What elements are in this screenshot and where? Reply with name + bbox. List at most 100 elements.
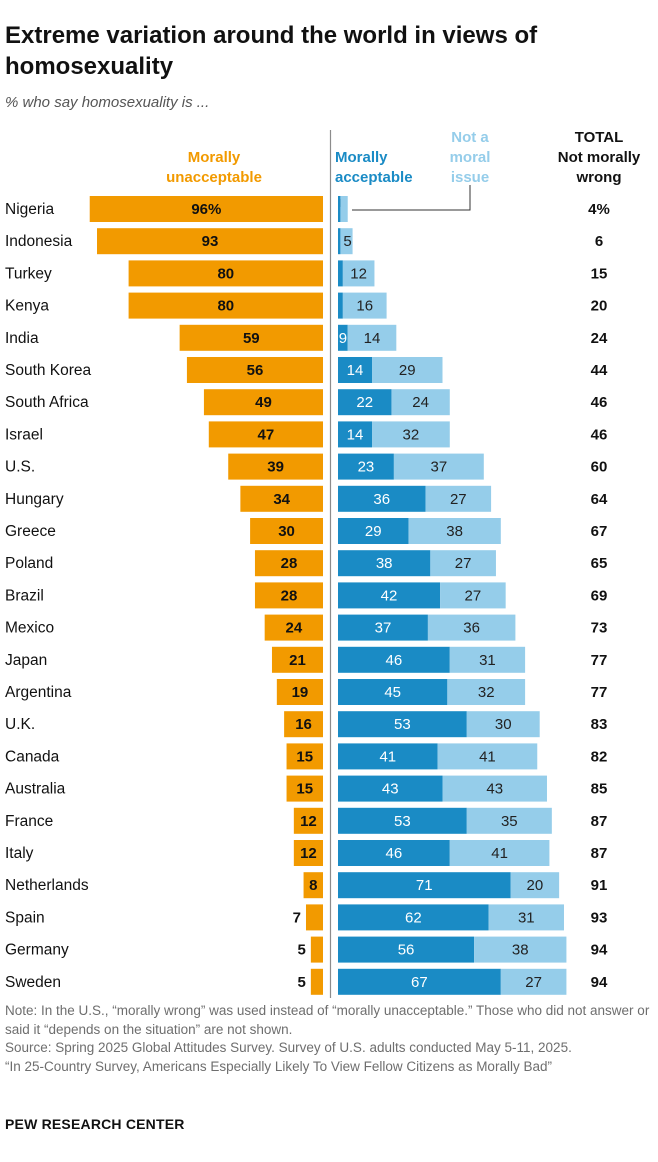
value-label-not-moral: 30 <box>495 716 512 733</box>
bar-acceptable <box>338 421 373 448</box>
value-label-acceptable: 41 <box>379 748 396 765</box>
bar-not-moral <box>393 453 484 480</box>
bar-unacceptable <box>128 260 323 287</box>
country-label: Argentina <box>5 684 72 701</box>
total-label: 85 <box>591 781 608 798</box>
value-label-not-moral: 36 <box>463 620 480 637</box>
bar-not-moral <box>427 614 516 641</box>
country-label: Greece <box>5 523 56 540</box>
bar-not-moral <box>466 807 552 834</box>
bar-unacceptable <box>310 968 323 995</box>
country-label: Kenya <box>5 298 49 315</box>
country-label: Nigeria <box>5 201 54 218</box>
total-label: 87 <box>591 845 608 862</box>
country-label: Italy <box>5 845 34 862</box>
bar-acceptable <box>338 389 392 416</box>
bar-not-moral <box>372 421 450 448</box>
value-label-acceptable: 22 <box>356 394 373 411</box>
bar-acceptable <box>338 260 343 287</box>
value-label-unacceptable: 28 <box>281 587 298 604</box>
bar-acceptable <box>338 872 511 899</box>
bar-not-moral <box>342 260 375 287</box>
bar-not-moral <box>447 679 526 705</box>
country-label: U.S. <box>5 459 35 476</box>
bar-unacceptable <box>228 453 323 480</box>
bar-unacceptable <box>286 775 323 802</box>
country-label: Canada <box>5 748 60 765</box>
country-label: Japan <box>5 652 47 669</box>
bar-not-moral <box>500 968 567 995</box>
total-label: 94 <box>591 974 608 991</box>
value-label-unacceptable: 24 <box>285 620 302 637</box>
value-label-unacceptable: 96% <box>191 201 221 218</box>
value-label-unacceptable: 15 <box>296 781 313 798</box>
header-acceptable: Morally <box>335 149 388 166</box>
total-label: 77 <box>591 684 608 701</box>
bar-unacceptable <box>264 614 323 641</box>
value-label-unacceptable: 39 <box>267 459 284 476</box>
total-label: 69 <box>591 587 608 604</box>
bar-not-moral <box>425 485 492 512</box>
total-label: 20 <box>591 298 608 315</box>
value-label-not-moral: 41 <box>491 845 508 862</box>
total-label: 67 <box>591 523 608 540</box>
bar-unacceptable <box>89 196 323 222</box>
bar-acceptable <box>338 228 341 255</box>
country-label: Brazil <box>5 587 44 604</box>
bar-unacceptable <box>208 421 323 448</box>
bar-acceptable <box>338 292 343 319</box>
bar-unacceptable <box>203 389 323 416</box>
value-label-not-moral: 35 <box>501 813 518 830</box>
value-label-not-moral: 5 <box>343 233 351 250</box>
country-label: India <box>5 330 39 347</box>
bar-unacceptable <box>179 324 323 351</box>
value-label-acceptable: 53 <box>394 716 411 733</box>
bar-acceptable <box>338 485 426 512</box>
bar-acceptable <box>338 807 467 834</box>
value-label-not-moral: 20 <box>526 877 543 894</box>
bar-unacceptable <box>271 646 323 673</box>
header-leader-line <box>352 185 471 211</box>
value-label-acceptable: 29 <box>365 523 382 540</box>
value-label-acceptable: 9 <box>339 330 347 347</box>
header-unacceptable: Morally <box>188 149 241 166</box>
bar-unacceptable <box>97 228 323 255</box>
bar-unacceptable <box>254 582 323 609</box>
total-label: 46 <box>591 394 608 411</box>
value-label-unacceptable: 30 <box>278 523 295 540</box>
bar-not-moral <box>391 389 450 416</box>
bar-acceptable <box>338 324 348 351</box>
total-label: 82 <box>591 748 608 765</box>
bar-unacceptable <box>305 904 323 931</box>
country-label: South Africa <box>5 394 89 411</box>
value-label-not-moral: 43 <box>486 781 503 798</box>
value-label-unacceptable: 80 <box>217 265 234 282</box>
bar-not-moral <box>442 775 547 802</box>
bar-not-moral <box>449 840 550 866</box>
value-label-acceptable: 71 <box>416 877 433 894</box>
bar-not-moral <box>437 743 538 770</box>
total-label: 91 <box>591 877 608 894</box>
value-label-unacceptable: 12 <box>300 845 317 862</box>
country-label: Netherlands <box>5 877 89 894</box>
header-unacceptable: unacceptable <box>166 169 262 186</box>
header-not-moral: moral <box>450 149 491 166</box>
bar-not-moral <box>466 711 540 738</box>
bar-acceptable <box>338 711 467 738</box>
value-label-unacceptable: 93 <box>202 233 219 250</box>
chart-title: Extreme variation around the world in vi… <box>5 22 538 80</box>
bar-unacceptable <box>250 518 323 544</box>
bar-not-moral <box>347 324 397 351</box>
bar-not-moral <box>430 550 496 577</box>
bar-acceptable <box>338 775 443 802</box>
bar-acceptable <box>338 679 448 705</box>
value-label-not-moral: 31 <box>479 652 496 669</box>
bar-acceptable <box>338 614 428 641</box>
value-label-not-moral: 37 <box>431 459 448 476</box>
value-label-unacceptable: 16 <box>295 716 312 733</box>
total-label: 15 <box>591 265 608 282</box>
value-label-not-moral: 16 <box>356 298 373 315</box>
chart-subtitle: % who say homosexuality is ... <box>5 94 210 111</box>
value-label-unacceptable: 5 <box>298 974 306 991</box>
bar-acceptable <box>338 904 489 931</box>
